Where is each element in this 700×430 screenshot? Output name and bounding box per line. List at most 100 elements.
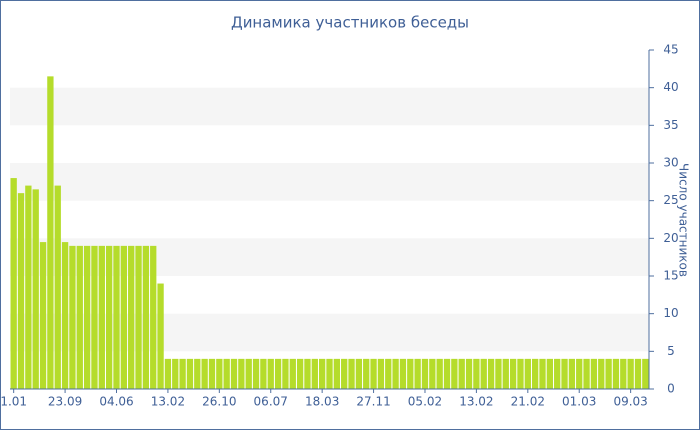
x-tick-label: 26.10 — [202, 395, 236, 409]
y-tick-label: 40 — [663, 80, 678, 94]
bar — [282, 358, 289, 389]
bar — [105, 245, 113, 389]
x-tick-label: 21.02 — [511, 395, 545, 409]
bar — [61, 242, 69, 389]
bar — [216, 358, 223, 389]
bar — [392, 358, 399, 389]
chart-title: Динамика участников беседы — [231, 14, 469, 32]
grid-band — [10, 238, 649, 276]
bar — [554, 358, 561, 389]
x-tick-label: 13.02 — [151, 395, 185, 409]
x-tick-label: 09.03 — [613, 395, 647, 409]
x-tick-label: 06.07 — [254, 395, 288, 409]
bar — [304, 358, 311, 389]
bar — [142, 245, 150, 389]
bar — [568, 358, 576, 389]
bar — [252, 358, 260, 389]
bar — [414, 358, 421, 389]
bar — [429, 358, 436, 389]
bar — [201, 358, 208, 389]
x-tick-label: 05.02 — [408, 395, 442, 409]
bar — [576, 358, 583, 389]
y-tick-label: 25 — [663, 193, 678, 207]
bar — [399, 358, 407, 389]
bar — [91, 245, 98, 389]
bar — [296, 358, 304, 389]
bar — [17, 193, 25, 389]
bar — [612, 358, 620, 389]
y-tick-label: 45 — [663, 43, 678, 57]
x-tick-label: 23.09 — [48, 395, 82, 409]
bar — [135, 245, 142, 389]
bar — [150, 245, 157, 389]
bar — [407, 358, 414, 389]
grid-band — [10, 87, 649, 126]
bar — [502, 358, 509, 389]
bar — [39, 242, 47, 389]
x-tick-label: 13.02 — [459, 395, 493, 409]
y-tick-label: 10 — [663, 306, 678, 320]
bar — [98, 245, 105, 389]
x-tick-label: 27.11 — [356, 395, 390, 409]
bar — [120, 245, 128, 389]
bar — [583, 358, 590, 389]
bar — [451, 358, 458, 389]
bar — [32, 189, 39, 389]
bar — [495, 358, 502, 389]
bar — [642, 358, 649, 389]
bar — [238, 358, 245, 389]
bar — [605, 358, 612, 389]
bar — [473, 358, 480, 389]
bar — [267, 358, 274, 389]
bar — [311, 358, 318, 389]
bar — [274, 358, 282, 389]
bar — [172, 358, 179, 389]
bar — [208, 358, 216, 389]
bar — [245, 358, 252, 389]
bar — [598, 358, 605, 389]
bar — [487, 358, 495, 389]
bar — [634, 358, 642, 389]
bar — [370, 358, 377, 389]
y-axis-label: Число участников — [677, 163, 691, 277]
bar — [480, 358, 487, 389]
bar — [539, 358, 546, 389]
bar — [25, 185, 32, 389]
y-tick-label: 20 — [663, 231, 678, 245]
bar — [546, 358, 554, 389]
bar — [333, 358, 341, 389]
bar — [531, 358, 539, 389]
bar — [164, 358, 172, 389]
bar — [223, 358, 230, 389]
bar — [179, 358, 186, 389]
bar — [348, 358, 355, 389]
x-tick-label: 01.03 — [562, 395, 596, 409]
grid-band — [10, 163, 649, 201]
bar — [10, 178, 17, 389]
bar — [620, 358, 627, 389]
bar — [230, 358, 238, 389]
y-tick-label: 15 — [663, 269, 678, 283]
bar — [76, 245, 83, 389]
y-tick-label: 5 — [667, 344, 675, 358]
y-tick-label: 0 — [667, 382, 675, 396]
bar — [517, 358, 524, 389]
bar — [421, 358, 429, 389]
bar — [289, 358, 296, 389]
bar — [524, 358, 531, 389]
grid-band — [10, 313, 649, 352]
x-tick-label: 1.01 — [0, 395, 27, 409]
bar — [47, 76, 54, 389]
bar — [561, 358, 568, 389]
bar — [326, 358, 333, 389]
y-tick-label: 30 — [663, 156, 678, 170]
bar — [69, 245, 76, 389]
bar — [186, 358, 194, 389]
bar — [509, 358, 517, 389]
x-tick-label: 18.03 — [305, 395, 339, 409]
bar — [318, 358, 326, 389]
bar — [260, 358, 267, 389]
bar — [113, 245, 120, 389]
